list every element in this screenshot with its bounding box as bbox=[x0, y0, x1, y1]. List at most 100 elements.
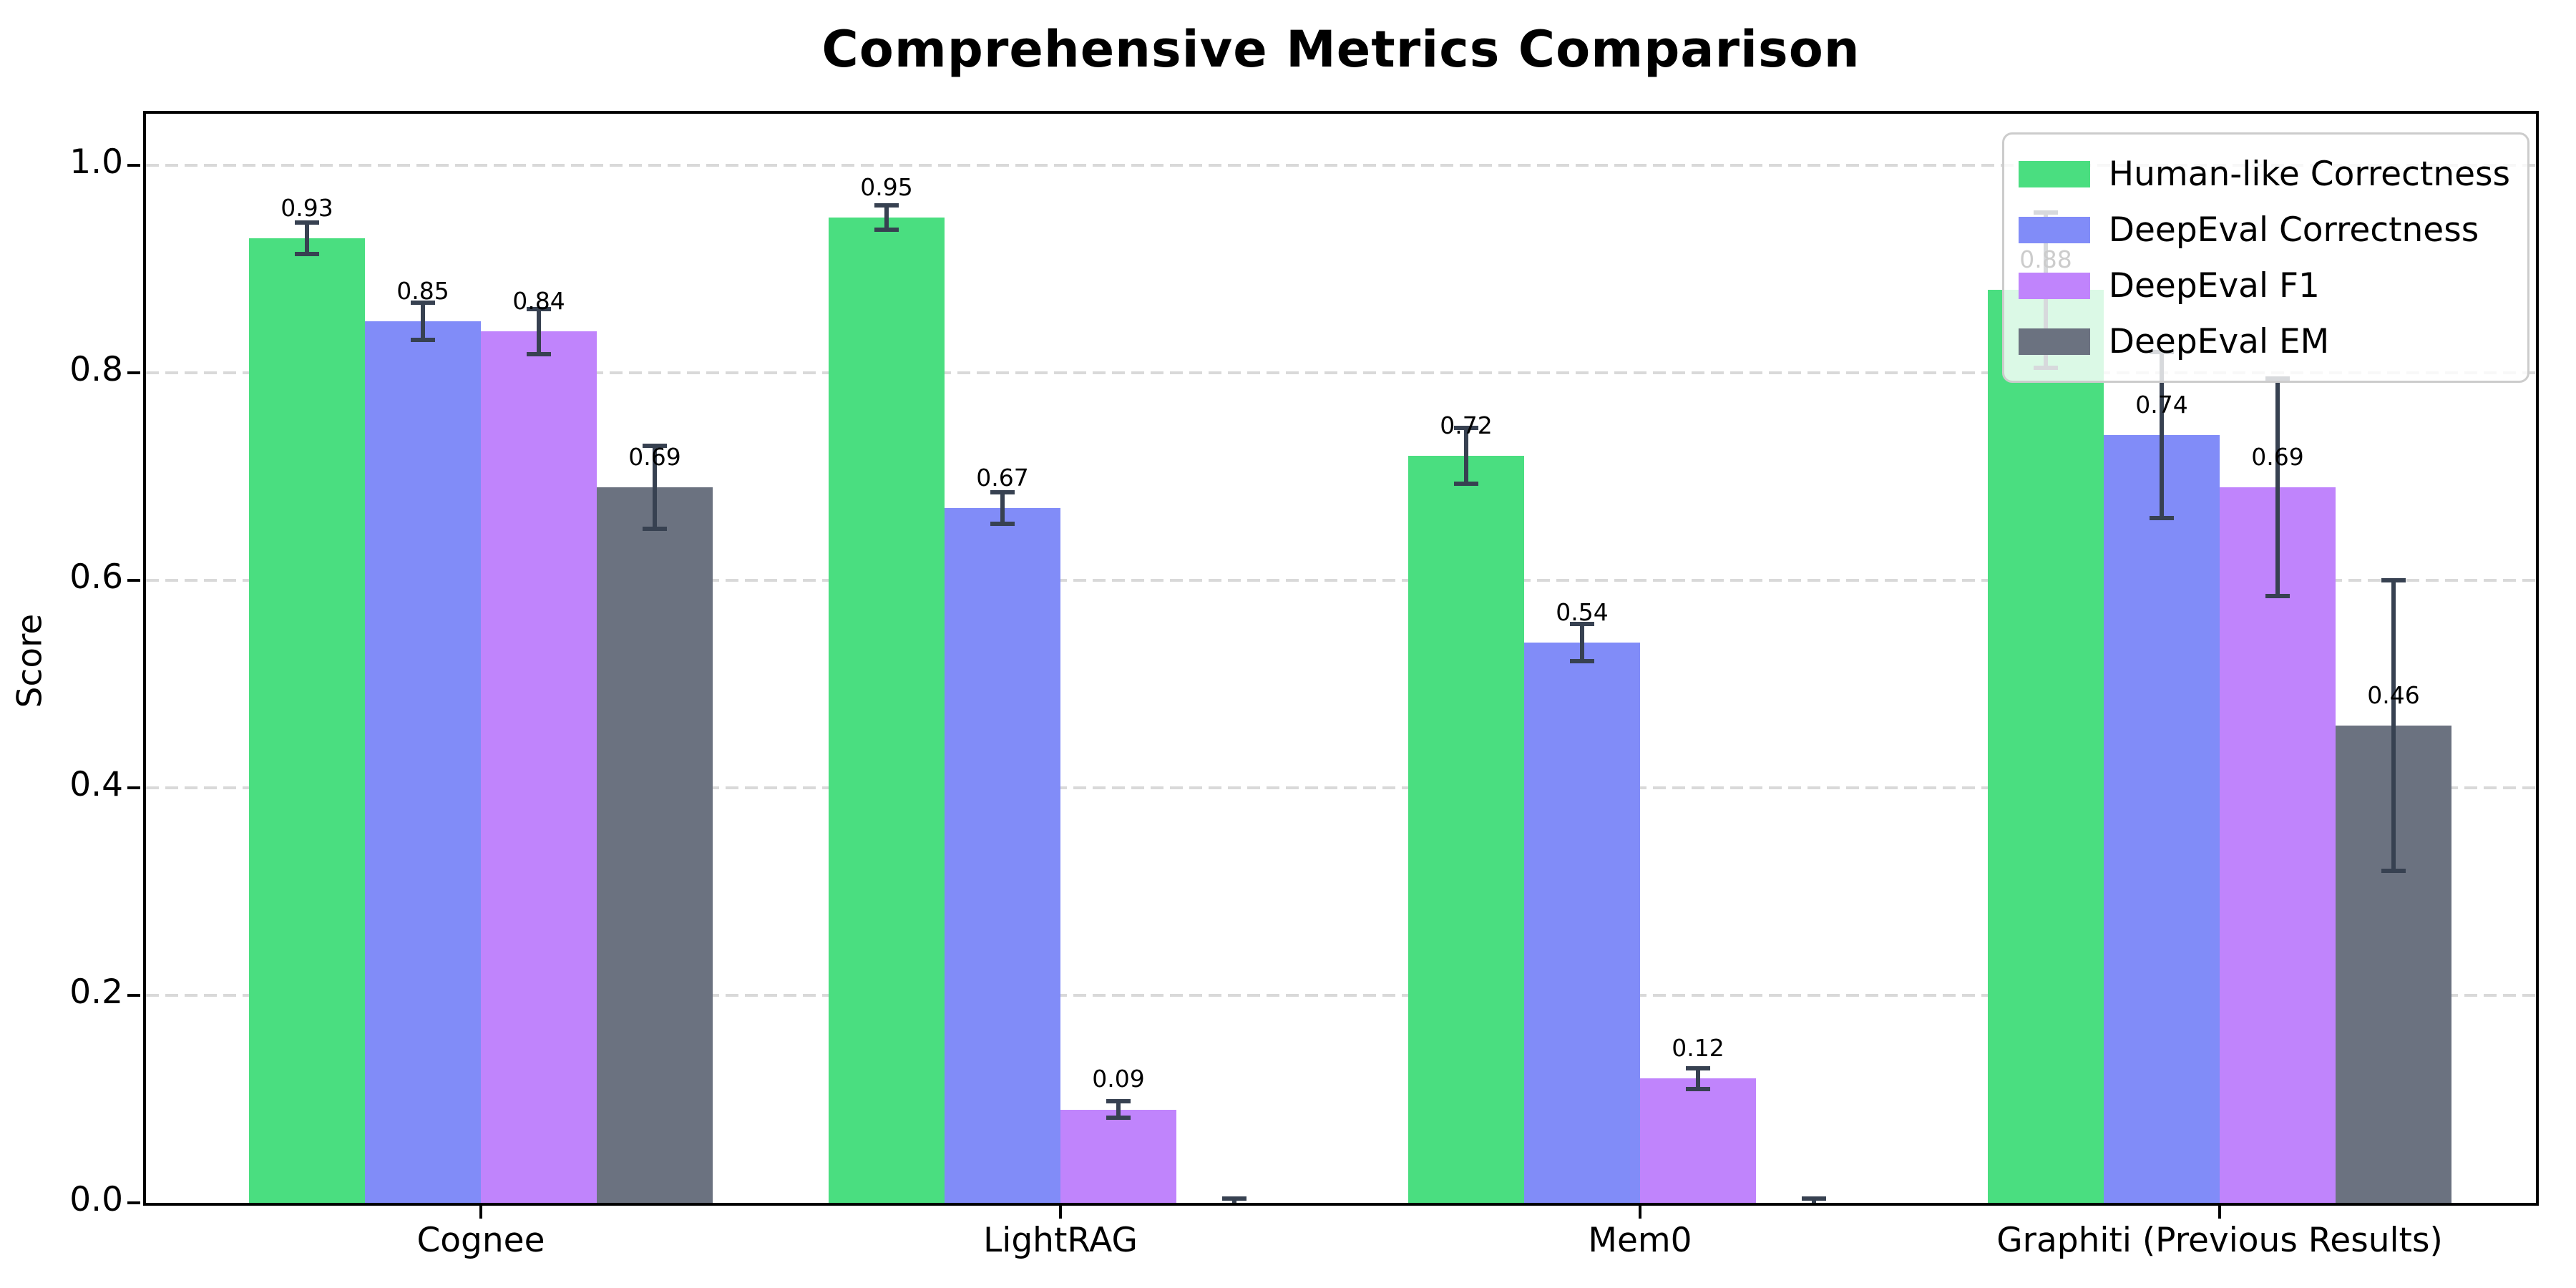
gridline bbox=[146, 579, 2536, 582]
bar-human-like-correctness bbox=[1408, 456, 1524, 1203]
gridline bbox=[146, 994, 2536, 997]
error-bar-line bbox=[1116, 1101, 1121, 1118]
bar-deepeval-correctness bbox=[1524, 643, 1640, 1203]
bar-human-like-correctness bbox=[1988, 290, 2104, 1203]
bar-value-label: 0.95 bbox=[860, 172, 913, 201]
y-tick-mark bbox=[127, 579, 140, 582]
error-bar-line bbox=[2275, 378, 2280, 597]
bar-value-label: 0.46 bbox=[2367, 681, 2420, 710]
error-bar-cap-bottom bbox=[2265, 594, 2290, 599]
y-tick-label: 0.8 bbox=[69, 350, 123, 390]
error-bar-cap-bottom bbox=[1106, 1116, 1131, 1121]
bar-human-like-correctness bbox=[829, 217, 945, 1203]
error-bar-cap-bottom bbox=[411, 338, 435, 342]
legend-label: DeepEval F1 bbox=[2108, 265, 2320, 306]
bar-deepeval-f1 bbox=[481, 331, 597, 1203]
legend-swatch bbox=[2018, 328, 2090, 355]
bar-value-label: 0.69 bbox=[2251, 442, 2304, 471]
y-tick-mark bbox=[127, 371, 140, 375]
error-bar-cap-top bbox=[1686, 1065, 1710, 1070]
y-tick-mark bbox=[127, 1201, 140, 1204]
error-bar-cap-bottom bbox=[1570, 659, 1594, 664]
error-bar-cap-top bbox=[643, 443, 667, 448]
error-bar-cap-top bbox=[1106, 1098, 1131, 1103]
bar-deepeval-f1 bbox=[1060, 1109, 1176, 1203]
error-bar-cap-top bbox=[1802, 1196, 1826, 1201]
x-tick-label: Graphiti (Previous Results) bbox=[1996, 1221, 2443, 1260]
error-bar-line bbox=[1580, 624, 1584, 662]
error-bar-line bbox=[1000, 492, 1005, 524]
error-bar-cap-top bbox=[527, 306, 551, 311]
error-bar-cap-bottom bbox=[874, 228, 899, 233]
plot-area: 0.930.950.720.880.850.670.540.740.840.09… bbox=[143, 111, 2539, 1206]
y-tick-label: 1.0 bbox=[69, 142, 123, 182]
error-bar-cap-top bbox=[990, 490, 1015, 495]
error-bar-cap-top bbox=[2381, 578, 2406, 583]
error-bar-line bbox=[884, 205, 889, 230]
y-tick-mark bbox=[127, 786, 140, 790]
x-tick-label: Cognee bbox=[416, 1221, 545, 1260]
bar-value-label: 0.93 bbox=[280, 193, 333, 222]
bar-value-label: 0.69 bbox=[628, 442, 681, 471]
legend-swatch bbox=[2018, 160, 2090, 187]
legend-item: DeepEval EM bbox=[2018, 313, 2510, 369]
legend-item: DeepEval Correctness bbox=[2018, 202, 2510, 258]
legend-label: Human-like Correctness bbox=[2108, 154, 2510, 194]
x-tick-mark bbox=[479, 1206, 482, 1219]
error-bar-line bbox=[1464, 428, 1468, 484]
bar-deepeval-correctness bbox=[365, 321, 481, 1203]
x-tick-label: LightRAG bbox=[983, 1221, 1138, 1260]
error-bar-line bbox=[537, 308, 541, 355]
gridline bbox=[146, 371, 2536, 375]
error-bar-cap-bottom bbox=[527, 352, 551, 357]
error-bar-cap-bottom bbox=[643, 526, 667, 531]
error-bar-cap-bottom bbox=[990, 521, 1015, 526]
error-bar-line bbox=[1696, 1068, 1700, 1089]
error-bar-line bbox=[305, 223, 309, 254]
legend-label: DeepEval EM bbox=[2108, 321, 2330, 361]
bar-value-label: 0.09 bbox=[1092, 1065, 1145, 1093]
bar-value-label: 0.72 bbox=[1440, 411, 1493, 440]
x-tick-mark bbox=[1059, 1206, 1062, 1219]
error-bar-cap-top bbox=[1570, 622, 1594, 627]
y-tick-label: 0.2 bbox=[69, 972, 123, 1013]
error-bar-line bbox=[421, 302, 425, 340]
bar-deepeval-f1 bbox=[1640, 1078, 1756, 1203]
bar-value-label: 0.85 bbox=[396, 276, 449, 305]
error-bar-cap-top bbox=[1454, 426, 1478, 431]
plot-inner: 0.930.950.720.880.850.670.540.740.840.09… bbox=[146, 114, 2536, 1203]
bar-value-label: 0.12 bbox=[1672, 1033, 1724, 1062]
y-tick-mark bbox=[127, 994, 140, 997]
gridline bbox=[146, 164, 2536, 167]
y-tick-label: 0.6 bbox=[69, 557, 123, 597]
error-bar-cap-bottom bbox=[1454, 482, 1478, 487]
legend-item: Human-like Correctness bbox=[2018, 146, 2510, 202]
legend-swatch bbox=[2018, 216, 2090, 243]
error-bar-cap-top bbox=[295, 220, 319, 225]
legend-item: DeepEval F1 bbox=[2018, 258, 2510, 313]
error-bar-cap-bottom bbox=[1686, 1086, 1710, 1091]
error-bar-line bbox=[653, 445, 657, 529]
error-bar-cap-bottom bbox=[2381, 869, 2406, 874]
bar-deepeval-correctness bbox=[945, 507, 1060, 1203]
legend-swatch bbox=[2018, 272, 2090, 299]
bar-deepeval-em bbox=[597, 487, 713, 1203]
y-tick-label: 0.0 bbox=[69, 1180, 123, 1219]
error-bar-cap-top bbox=[411, 300, 435, 305]
bar-value-label: 0.54 bbox=[1556, 598, 1609, 627]
legend: Human-like Correctness DeepEval Correctne… bbox=[2001, 132, 2529, 383]
error-bar-line bbox=[2160, 352, 2164, 519]
chart-title: Comprehensive Metrics Comparison bbox=[821, 20, 1860, 79]
x-tick-mark bbox=[2218, 1206, 2221, 1219]
x-tick-label: Mem0 bbox=[1588, 1221, 1692, 1260]
error-bar-line bbox=[2391, 580, 2396, 872]
x-tick-mark bbox=[1639, 1206, 1641, 1219]
bar-value-label: 0.74 bbox=[2135, 391, 2188, 419]
error-bar-cap-top bbox=[874, 203, 899, 208]
y-tick-label: 0.4 bbox=[69, 765, 123, 805]
bar-value-label: 0.67 bbox=[976, 463, 1029, 492]
y-tick-mark bbox=[127, 164, 140, 167]
gridline bbox=[146, 786, 2536, 790]
legend-label: DeepEval Correctness bbox=[2108, 210, 2479, 250]
